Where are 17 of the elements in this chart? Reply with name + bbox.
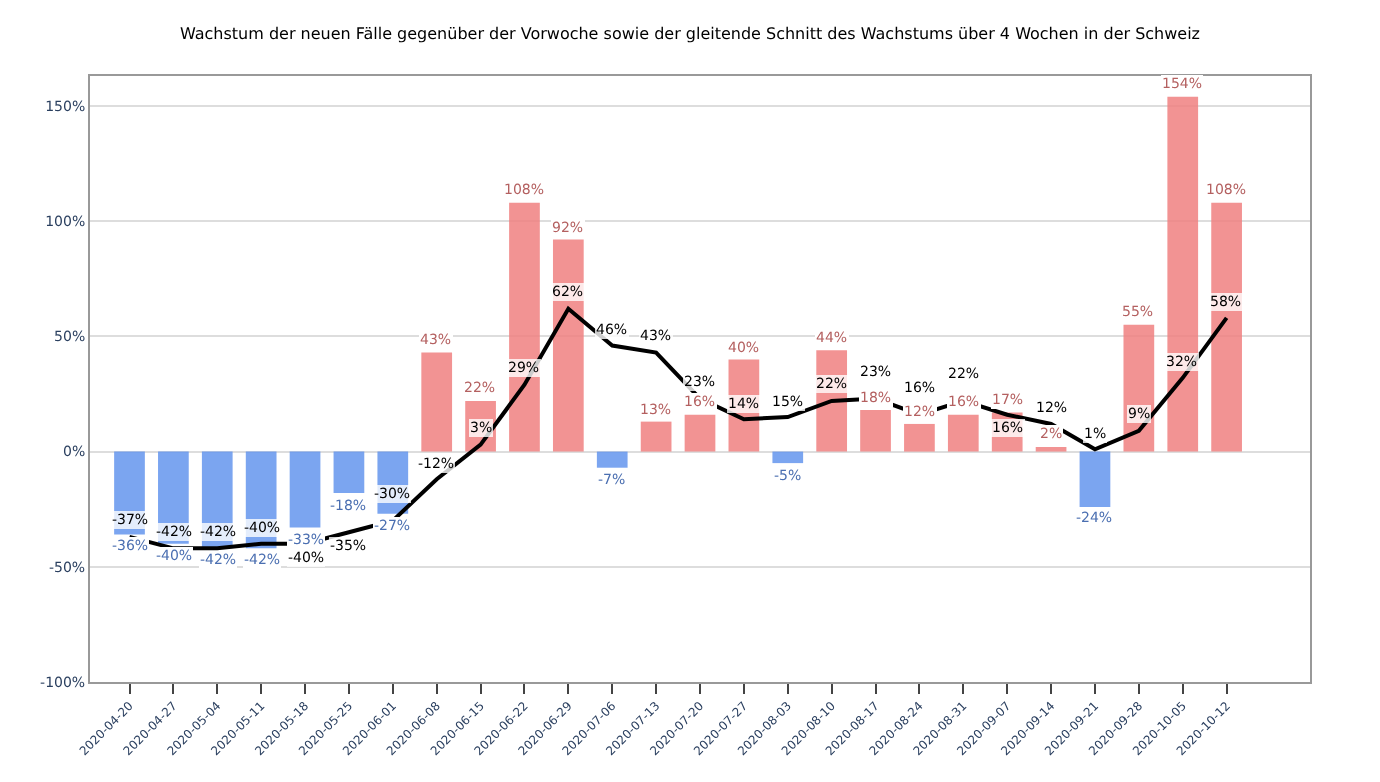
bar — [640, 421, 672, 452]
bar — [1211, 202, 1242, 452]
bar — [684, 414, 716, 452]
bar — [421, 352, 453, 452]
bar — [860, 410, 891, 452]
bar — [904, 423, 935, 452]
bar — [947, 414, 979, 452]
bar — [772, 451, 804, 464]
bar — [1123, 324, 1155, 452]
bar — [509, 202, 540, 452]
chart-title: Wachstum der neuen Fälle gegenüber der Vorwoche sowie der gleitende Schnitt des Wachstums über 4 Wochen in der Schweiz — [179, 24, 1201, 43]
bar — [289, 451, 321, 528]
bar — [596, 451, 628, 468]
bar — [1167, 96, 1199, 452]
bar — [1035, 446, 1067, 452]
bar — [1079, 451, 1111, 507]
bar — [333, 451, 365, 494]
